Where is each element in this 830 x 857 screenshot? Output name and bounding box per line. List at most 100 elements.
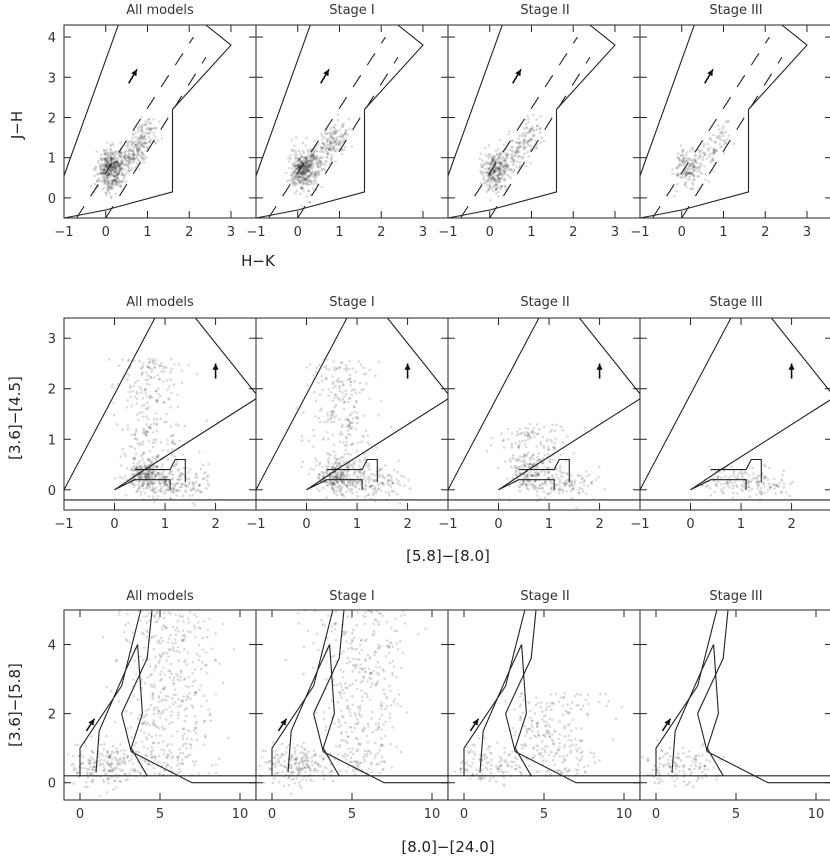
y-tick-label: 0 [48,777,56,792]
data-point [313,148,316,152]
data-point [510,145,513,149]
data-point [308,155,312,158]
data-point [107,777,110,780]
data-point [309,363,312,366]
data-point [102,148,106,152]
data-point [139,757,142,761]
data-point [107,171,110,174]
data-point [712,147,715,150]
data-point [249,769,252,772]
data-point [690,172,693,176]
data-point [143,720,147,723]
data-point [326,156,329,159]
data-point [734,475,737,479]
data-point [327,387,331,391]
data-point [166,483,169,486]
data-point [489,198,492,202]
data-point [326,452,329,455]
data-point [380,743,384,747]
data-point [160,137,164,140]
data-point [357,480,361,484]
data-point [588,473,591,477]
data-point [548,457,552,461]
data-point [686,177,690,180]
data-point [496,195,500,198]
data-point [194,626,197,630]
data-point [304,174,308,178]
data-point [147,417,150,421]
data-point [135,148,139,151]
data-point [310,156,314,160]
data-point [130,433,134,437]
data-point [383,464,387,467]
data-point [535,474,538,477]
data-point [342,124,345,128]
data-point [684,169,687,173]
data-point [116,177,120,180]
data-point [311,158,314,161]
data-point [116,172,120,176]
data-point [297,175,300,178]
data-point [105,163,108,167]
data-point [496,180,499,183]
data-point [305,164,308,167]
data-point [301,141,305,145]
data-point [146,472,150,476]
data-point [145,141,148,145]
data-point [306,179,309,182]
data-point [114,173,118,177]
data-point [498,169,502,173]
scatter-points [485,422,606,510]
data-point [158,481,162,485]
data-point [374,374,377,378]
data-point [333,491,336,495]
data-point [227,736,230,740]
data-point [675,166,678,170]
data-point [378,771,382,775]
data-point [328,148,331,152]
data-point [164,694,168,698]
data-point [331,433,335,437]
data-point [369,751,373,755]
data-point [171,648,174,651]
data-point [399,750,403,754]
data-point [354,480,357,484]
data-point [157,377,161,381]
data-point [122,163,126,167]
data-point [341,688,344,692]
data-point [167,754,170,757]
data-point [336,474,339,478]
data-point [499,157,502,160]
data-point [345,465,348,469]
data-point [170,487,173,490]
data-point [148,140,152,143]
data-point [571,488,574,491]
data-point [205,487,208,490]
data-point [181,472,184,476]
data-point [492,158,495,161]
data-point [566,473,569,476]
data-point [533,474,536,477]
data-point [507,438,510,441]
data-point [147,459,151,462]
data-point [337,380,340,384]
data-point [122,156,126,159]
x-tick-label: 2 [403,517,411,532]
data-point [141,472,145,476]
data-point [123,748,127,752]
data-point [116,160,119,163]
data-point [527,435,530,438]
data-point [746,483,750,486]
data-point [298,172,301,175]
data-point [152,465,156,469]
data-point [133,433,137,436]
data-point [527,155,530,158]
data-point [200,704,203,708]
data-point [342,650,345,653]
data-point [133,483,137,487]
data-point [103,152,106,156]
data-point [132,160,136,164]
data-point [692,168,695,172]
data-point [111,171,114,175]
